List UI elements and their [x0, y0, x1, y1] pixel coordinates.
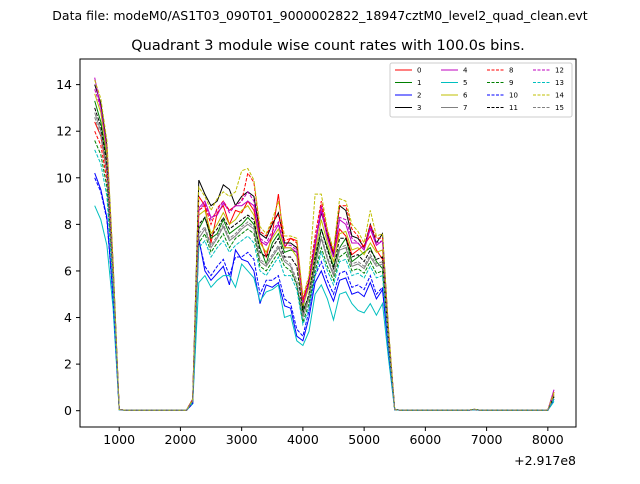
x-tick-label: 4000: [287, 432, 319, 447]
legend-label-9: 9: [509, 79, 513, 87]
legend-label-7: 7: [463, 104, 467, 112]
x-offset-label: +2.917e8: [514, 453, 576, 468]
x-tick-label: 2000: [165, 432, 197, 447]
x-tick-label: 3000: [226, 432, 258, 447]
legend-label-10: 10: [509, 92, 518, 100]
axes-frame: [79, 58, 577, 428]
x-tick-label: 1000: [103, 432, 135, 447]
series-line-5: [94, 205, 555, 411]
x-tick-label: 6000: [409, 432, 441, 447]
legend-label-8: 8: [509, 67, 513, 75]
y-tick-label: 6: [64, 263, 72, 278]
series-line-6: [94, 93, 555, 411]
legend-label-4: 4: [463, 67, 468, 75]
series-line-13: [94, 149, 555, 411]
series-line-4: [94, 77, 555, 411]
legend-label-14: 14: [555, 92, 564, 100]
y-tick-label: 14: [56, 77, 72, 92]
y-tick-label: 2: [64, 357, 72, 372]
y-tick-label: 12: [56, 124, 72, 139]
legend-box: [389, 62, 573, 118]
legend-label-11: 11: [509, 104, 518, 112]
series-line-15: [94, 117, 555, 411]
legend-label-12: 12: [555, 67, 564, 75]
y-tick-label: 10: [56, 170, 72, 185]
x-tick-label: 5000: [348, 432, 380, 447]
legend-label-2: 2: [417, 92, 421, 100]
series-line-1: [94, 100, 555, 411]
data-file-suptitle: Data file: modeM0/AS1T03_090T01_90000028…: [52, 8, 588, 23]
series-line-11: [94, 107, 555, 411]
y-tick-label: 4: [64, 310, 72, 325]
legend-label-3: 3: [417, 104, 421, 112]
legend-label-5: 5: [463, 79, 467, 87]
legend-label-0: 0: [417, 67, 421, 75]
x-tick-label: 7000: [471, 432, 503, 447]
legend-label-15: 15: [555, 104, 564, 112]
chart-title: Quadrant 3 module wise count rates with …: [131, 38, 525, 54]
legend-label-1: 1: [417, 79, 421, 87]
series-line-0: [94, 121, 555, 411]
series-line-9: [94, 140, 555, 411]
x-tick-label: 8000: [532, 432, 564, 447]
legend-label-13: 13: [555, 79, 564, 87]
y-tick-label: 8: [64, 217, 72, 232]
y-tick-label: 0: [64, 403, 72, 418]
legend-label-6: 6: [463, 92, 468, 100]
